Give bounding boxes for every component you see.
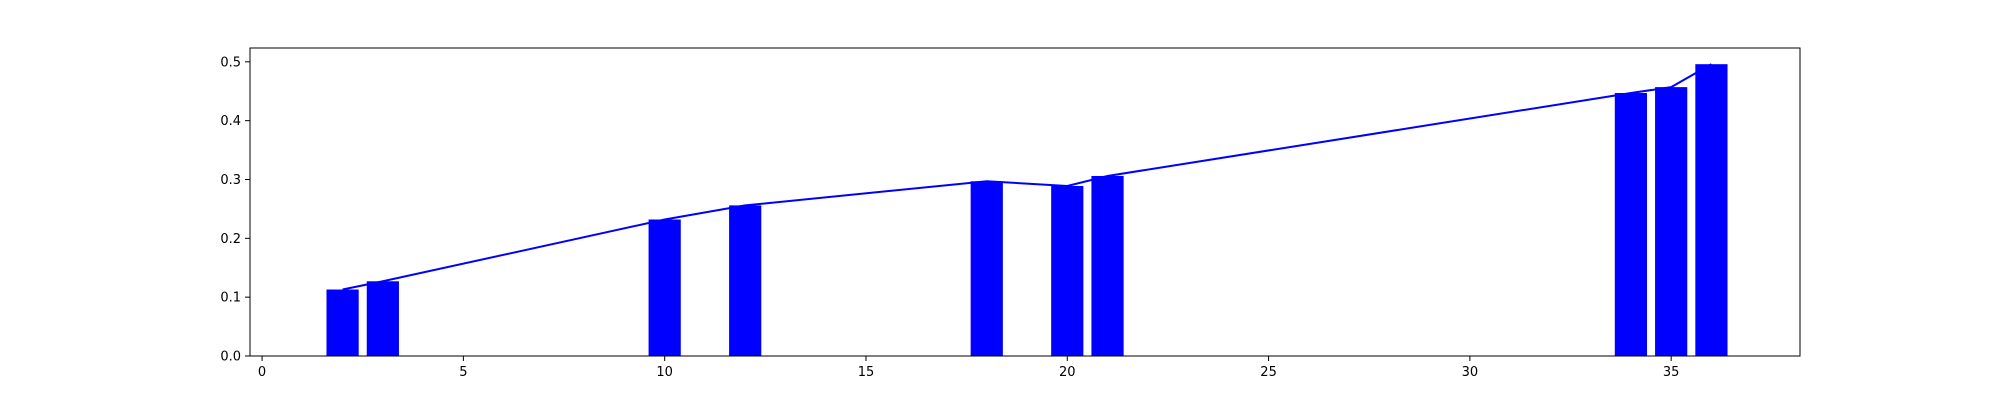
bar-6 xyxy=(1091,175,1124,356)
x-tick-label-0: 0 xyxy=(258,365,266,380)
y-tick-label-0: 0.0 xyxy=(220,350,241,365)
y-tick-label-5: 0.5 xyxy=(220,55,241,70)
y-tick-label-4: 0.4 xyxy=(220,114,241,129)
y-axis-ticks: 0.0 0.1 0.2 0.3 0.4 0.5 xyxy=(220,55,250,365)
bar-7 xyxy=(1614,93,1648,356)
x-tick-label-1: 5 xyxy=(459,365,467,380)
bars-layer xyxy=(326,64,1728,356)
x-tick-label-2: 10 xyxy=(656,365,673,380)
series-line xyxy=(342,63,1712,291)
x-tick-label-7: 35 xyxy=(1663,365,1680,380)
bar-2 xyxy=(648,219,681,356)
bar-4 xyxy=(970,181,1003,356)
x-tick-label-4: 20 xyxy=(1059,365,1076,380)
x-tick-label-3: 15 xyxy=(858,365,875,380)
axes-background xyxy=(250,48,1800,356)
bar-3 xyxy=(729,205,762,356)
x-tick-label-5: 25 xyxy=(1260,365,1277,380)
bar-9 xyxy=(1695,64,1728,356)
y-tick-label-3: 0.3 xyxy=(220,173,241,188)
x-axis-ticks: 0 5 10 15 20 25 30 35 xyxy=(258,356,1680,380)
bar-0 xyxy=(326,289,359,356)
bar-8 xyxy=(1655,87,1688,356)
bar-1 xyxy=(366,281,399,356)
y-tick-label-2: 0.2 xyxy=(220,232,241,247)
x-tick-label-6: 30 xyxy=(1462,365,1479,380)
bar-5 xyxy=(1051,185,1084,356)
y-tick-label-1: 0.1 xyxy=(220,291,241,306)
axes-frame xyxy=(249,47,1801,357)
line-layer xyxy=(342,63,1712,291)
